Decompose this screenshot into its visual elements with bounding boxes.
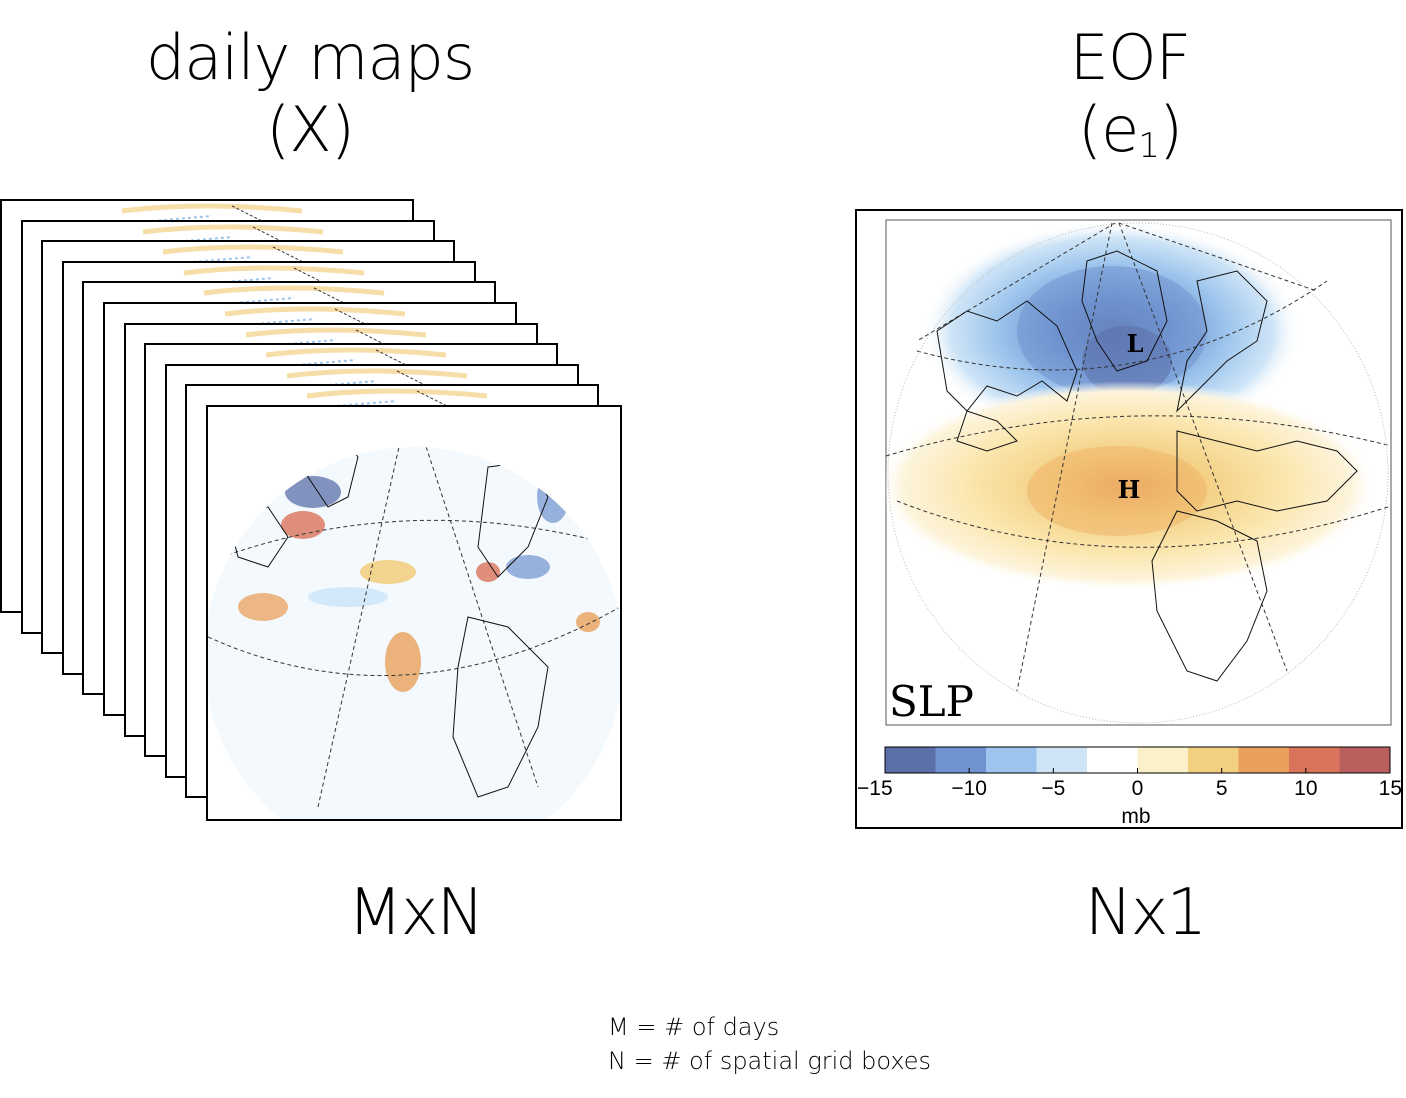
colorbar-tick-label: −15	[857, 777, 893, 800]
definition-n: N = # of spatial grid boxes	[608, 1047, 932, 1075]
colorbar-segment	[1137, 747, 1189, 773]
eof-title: EOF (e1)	[930, 22, 1330, 182]
high-label: H	[1118, 475, 1141, 504]
meridian-line	[916, 222, 1116, 342]
hemisphere-outline	[887, 222, 1389, 724]
coastline-newfoundland	[956, 410, 1018, 452]
low-center	[1082, 326, 1172, 396]
meridian-line	[1016, 222, 1113, 692]
eof-title-line2: (e1)	[1077, 93, 1183, 167]
coastline-europe-north	[1176, 270, 1268, 413]
colorbar-segment	[1238, 747, 1290, 773]
daily-map-front	[206, 405, 622, 821]
colorbar-tick-label: 0	[1132, 777, 1144, 800]
eof-map-panel: L H SLP −15 −10 −5 0 5 10 15 mb	[855, 209, 1403, 829]
colorbar-segment	[1087, 747, 1138, 773]
colorbar-segment	[1188, 747, 1239, 773]
colorbar-segment	[986, 747, 1037, 773]
colorbar-tick-label: 5	[1216, 777, 1228, 800]
colorbar-ticks: −15 −10 −5 0 5 10 15	[857, 777, 1402, 800]
colorbar-tick-label: −10	[951, 777, 987, 800]
colorbar-unit: mb	[1121, 805, 1150, 827]
definition-m: M = # of days	[608, 1013, 780, 1041]
definitions-note: M = # of days N = # of spatial grid boxe…	[608, 1010, 931, 1078]
right-dimension-label: Nx1	[1084, 876, 1207, 950]
latitude-line	[896, 500, 1391, 548]
colorbar-segment	[885, 747, 936, 773]
colorbar-tick-label: 15	[1379, 777, 1401, 800]
low-label: L	[1127, 329, 1144, 358]
colorbar-tick-label: 10	[1294, 777, 1317, 800]
field-label: SLP	[889, 677, 974, 726]
daily-maps-title-line1: daily maps	[145, 21, 475, 94]
meridian-line	[1118, 222, 1288, 672]
daily-maps-title: daily maps (X)	[100, 22, 520, 166]
colorbar-segment	[935, 747, 987, 773]
left-dimension-label: MxN	[347, 876, 485, 950]
eof-title-line1: EOF	[1069, 21, 1192, 94]
coastline-europe-south	[1176, 430, 1358, 512]
latitude-line	[886, 415, 1391, 457]
colorbar	[884, 746, 1391, 774]
coastline-greenland	[1081, 250, 1168, 372]
high-core	[1027, 446, 1207, 536]
daily-maps-title-line2: (X)	[266, 93, 355, 166]
colorbar-segment	[1036, 747, 1088, 773]
colorbar-segment	[1339, 747, 1391, 773]
eof-map: L H SLP −15 −10 −5 0 5 10 15 mb	[857, 219, 1402, 828]
coastline-africa	[1151, 510, 1268, 682]
colorbar-tick-label: −5	[1041, 777, 1065, 800]
colorbar-segment	[1289, 747, 1340, 773]
